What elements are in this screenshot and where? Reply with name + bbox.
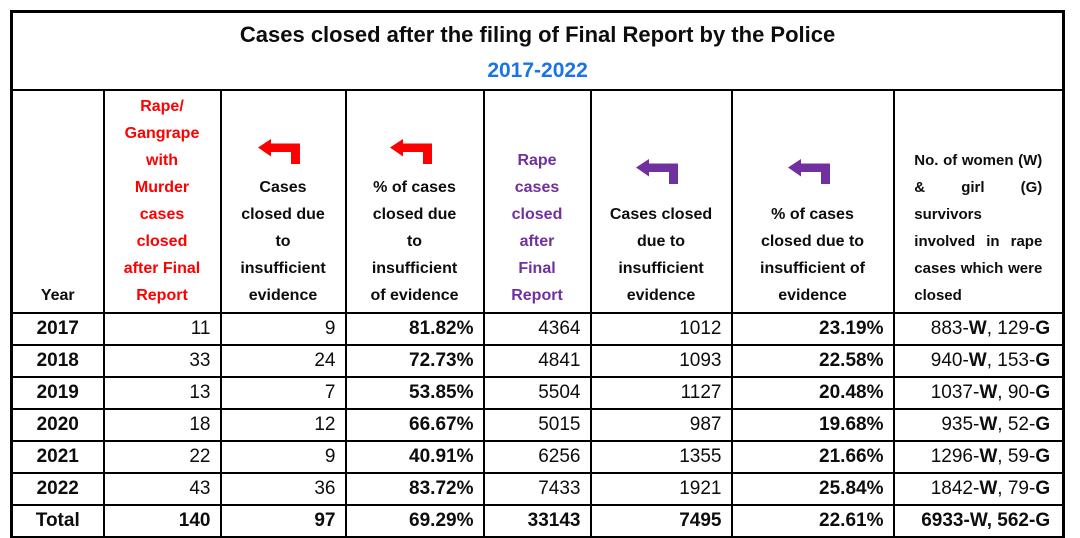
column-header-murder-closed-insufficient-pct: % of cases closed due to insufficient of…: [344, 89, 485, 314]
value-cell: 33: [102, 344, 222, 378]
year-cell: 2019: [10, 376, 105, 410]
value-cell: 1093: [589, 344, 733, 378]
value-cell: 1921: [589, 472, 733, 506]
bent-left-arrow-icon: [635, 158, 687, 185]
value-cell: 69.29%: [344, 504, 485, 538]
survivors-cell: 940-W, 153-G: [892, 344, 1065, 378]
table-subtitle-years: 2017-2022: [487, 58, 588, 82]
value-cell: 6256: [482, 440, 592, 474]
survivors-cell: 1842-W, 79-G: [892, 472, 1065, 506]
bent-left-arrow-icon: [787, 158, 839, 185]
value-cell: 7495: [589, 504, 733, 538]
value-cell: 12: [219, 408, 347, 442]
value-cell: 5504: [482, 376, 592, 410]
value-cell: 11: [102, 312, 222, 346]
value-cell: 1012: [589, 312, 733, 346]
value-cell: 4841: [482, 344, 592, 378]
value-cell: 22.61%: [730, 504, 895, 538]
value-cell: 1127: [589, 376, 733, 410]
value-cell: 9: [219, 440, 347, 474]
value-cell: 23.19%: [730, 312, 895, 346]
value-cell: 19.68%: [730, 408, 895, 442]
value-cell: 7: [219, 376, 347, 410]
column-header-year: Year: [10, 89, 105, 314]
value-cell: 53.85%: [344, 376, 485, 410]
value-cell: 81.82%: [344, 312, 485, 346]
year-cell: 2018: [10, 344, 105, 378]
table-row: 2017 11 9 81.82% 4364 1012 23.19% 883-W, 129-G: [10, 312, 1065, 346]
value-cell: 13: [102, 376, 222, 410]
year-cell: 2020: [10, 408, 105, 442]
value-cell: 21.66%: [730, 440, 895, 474]
value-cell: 43: [102, 472, 222, 506]
value-cell: 40.91%: [344, 440, 485, 474]
value-cell: 66.67%: [344, 408, 485, 442]
value-cell: 5015: [482, 408, 592, 442]
column-header-label: No. of women (W) & girl (G) survivors in…: [914, 152, 1043, 304]
table-row: 2021 22 9 40.91% 6256 1355 21.66% 1296-W, 59-G: [10, 440, 1065, 474]
bent-left-arrow-icon: [257, 138, 309, 165]
survivors-cell: 883-W, 129-G: [892, 312, 1065, 346]
value-cell: 7433: [482, 472, 592, 506]
table-row: 2019 13 7 53.85% 5504 1127 20.48% 1037-W, 90-G: [10, 376, 1065, 410]
survivors-cell: 1296-W, 59-G: [892, 440, 1065, 474]
header-row: Year Rape/ Gangrape with Murder cases cl…: [10, 89, 1065, 314]
value-cell: 140: [102, 504, 222, 538]
value-cell: 36: [219, 472, 347, 506]
table-row: 2018 33 24 72.73% 4841 1093 22.58% 940-W, 153-G: [10, 344, 1065, 378]
column-header-murder-closed-insufficient: Cases closed due to insufficient evidenc…: [219, 89, 347, 314]
value-cell: 97: [219, 504, 347, 538]
table-title: Cases closed after the filing of Final R…: [239, 21, 836, 47]
bent-left-arrow-icon: [389, 138, 441, 165]
table-row: 2020 18 12 66.67% 5015 987 19.68% 935-W, 52-G: [10, 408, 1065, 442]
value-cell: 25.84%: [730, 472, 895, 506]
value-cell: 22.58%: [730, 344, 895, 378]
column-header-label: Cases closed due to insufficient evidenc…: [609, 206, 713, 304]
value-cell: 4364: [482, 312, 592, 346]
column-header-label: % of cases closed due to insufficient of…: [370, 179, 459, 304]
column-header-survivors: No. of women (W) & girl (G) survivors in…: [892, 89, 1065, 314]
year-cell: 2017: [10, 312, 105, 346]
value-cell: 72.73%: [344, 344, 485, 378]
value-cell: 33143: [482, 504, 592, 538]
cases-closed-table: Cases closed after the filing of Final R…: [10, 10, 1066, 538]
survivors-cell: 935-W, 52-G: [892, 408, 1065, 442]
column-header-rape-closed-insufficient: Cases closed due to insufficient evidenc…: [589, 89, 733, 314]
survivors-cell: 6933-W, 562-G: [892, 504, 1065, 538]
survivors-cell: 1037-W, 90-G: [892, 376, 1065, 410]
value-cell: 22: [102, 440, 222, 474]
column-header-rape-cases-closed: Rape cases closed after Final Report: [482, 89, 592, 314]
table-row: 2022 43 36 83.72% 7433 1921 25.84% 1842-W, 79-G: [10, 472, 1065, 506]
value-cell: 1355: [589, 440, 733, 474]
column-header-label: % of cases closed due to insufficient of…: [760, 206, 865, 304]
year-cell: 2021: [10, 440, 105, 474]
title-row: Cases closed after the filing of Final R…: [10, 10, 1065, 91]
column-header-label: Cases closed due to insufficient evidenc…: [240, 179, 326, 304]
column-header-rape-closed-insufficient-pct: % of cases closed due to insufficient of…: [730, 89, 895, 314]
title-cell: Cases closed after the filing of Final R…: [10, 10, 1065, 91]
value-cell: 987: [589, 408, 733, 442]
column-header-label: Rape cases closed after Final Report: [511, 152, 563, 304]
value-cell: 9: [219, 312, 347, 346]
table-body: 2017 11 9 81.82% 4364 1012 23.19% 883-W, 129-G 2…: [10, 312, 1065, 538]
column-header-murder-cases-closed: Rape/ Gangrape with Murder cases closed …: [102, 89, 222, 314]
column-header-label: Rape/ Gangrape with Murder cases closed …: [123, 98, 201, 304]
value-cell: 83.72%: [344, 472, 485, 506]
value-cell: 24: [219, 344, 347, 378]
table-total-row: Total 140 97 69.29% 33143 7495 22.61% 6933-W, 5…: [10, 504, 1065, 538]
value-cell: 18: [102, 408, 222, 442]
year-cell: 2022: [10, 472, 105, 506]
column-header-label: Year: [40, 287, 75, 304]
year-cell: Total: [10, 504, 105, 538]
value-cell: 20.48%: [730, 376, 895, 410]
